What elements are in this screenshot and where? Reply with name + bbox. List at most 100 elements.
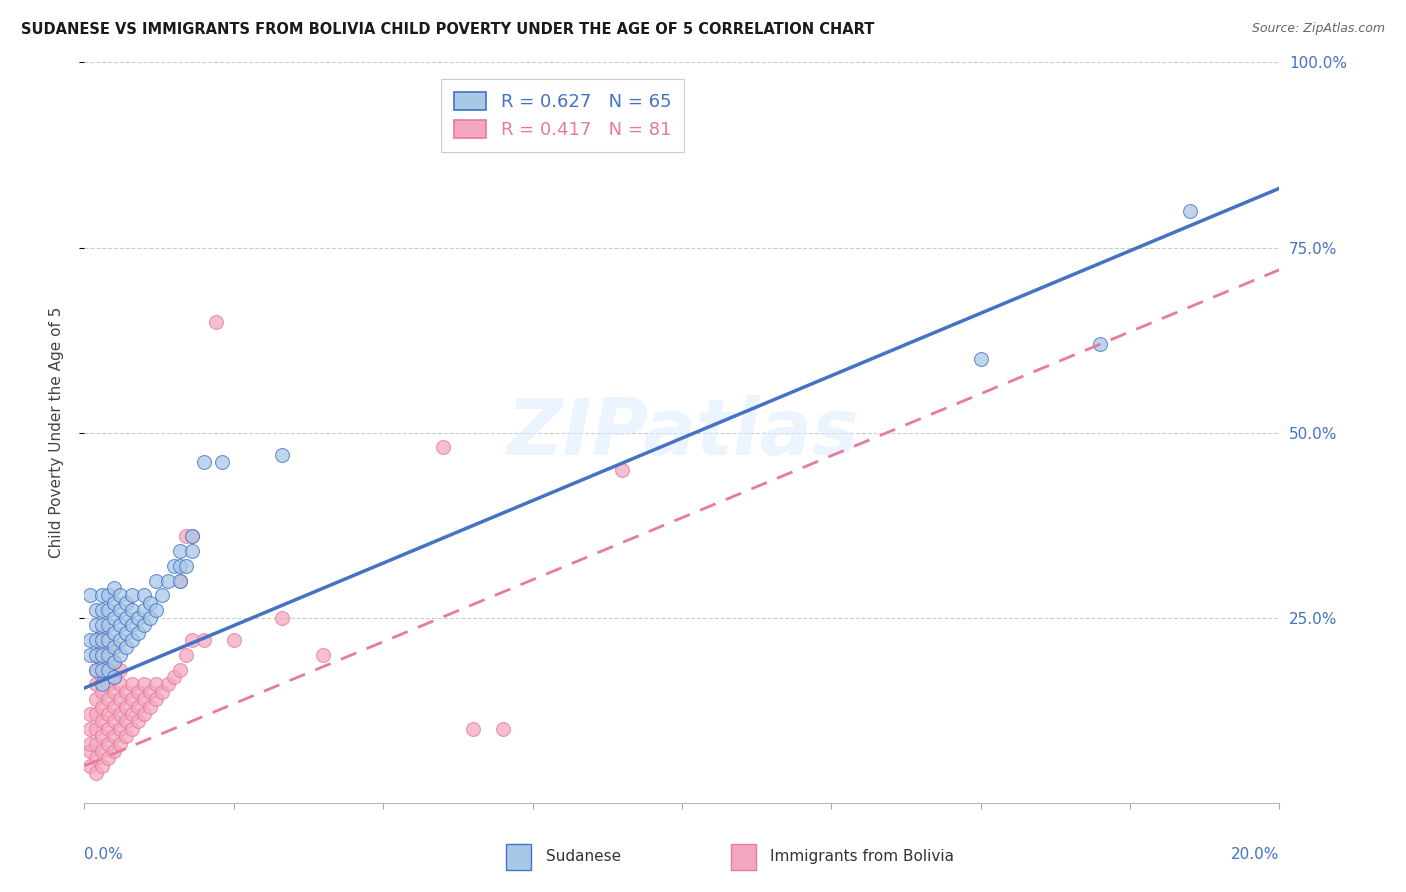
- Point: [121, 677, 143, 691]
- Point: [110, 663, 132, 677]
- Point: [169, 544, 191, 558]
- Point: [91, 603, 114, 617]
- Point: [86, 663, 108, 677]
- Point: [115, 729, 138, 743]
- Point: [157, 677, 180, 691]
- Point: [91, 589, 114, 603]
- Point: [91, 677, 114, 691]
- Point: [127, 610, 149, 624]
- Point: [86, 618, 108, 632]
- Text: Sudanese: Sudanese: [546, 849, 620, 864]
- Point: [91, 632, 114, 647]
- Point: [91, 744, 114, 758]
- Point: [121, 603, 143, 617]
- Point: [103, 699, 125, 714]
- Point: [150, 685, 173, 699]
- Point: [163, 558, 186, 573]
- Point: [103, 625, 125, 640]
- Point: [110, 737, 132, 751]
- Point: [205, 314, 228, 328]
- Point: [139, 610, 162, 624]
- Point: [115, 610, 138, 624]
- Point: [79, 706, 101, 721]
- Point: [110, 603, 132, 617]
- Point: [121, 589, 143, 603]
- Point: [110, 618, 132, 632]
- Point: [86, 722, 108, 736]
- Text: 0.0%: 0.0%: [84, 847, 124, 863]
- Point: [1090, 336, 1112, 351]
- Point: [86, 692, 108, 706]
- Point: [103, 581, 125, 595]
- Point: [174, 558, 197, 573]
- Point: [103, 714, 125, 729]
- Point: [169, 558, 191, 573]
- Point: [139, 685, 162, 699]
- Point: [145, 677, 167, 691]
- Point: [97, 722, 120, 736]
- Point: [86, 751, 108, 765]
- Point: [91, 670, 114, 684]
- Legend: R = 0.627   N = 65, R = 0.417   N = 81: R = 0.627 N = 65, R = 0.417 N = 81: [441, 78, 683, 152]
- Point: [91, 618, 114, 632]
- Point: [169, 574, 191, 588]
- Point: [86, 766, 108, 780]
- Point: [79, 758, 101, 772]
- Point: [132, 677, 156, 691]
- Text: Source: ZipAtlas.com: Source: ZipAtlas.com: [1251, 22, 1385, 36]
- Point: [110, 677, 132, 691]
- Text: SUDANESE VS IMMIGRANTS FROM BOLIVIA CHILD POVERTY UNDER THE AGE OF 5 CORRELATION: SUDANESE VS IMMIGRANTS FROM BOLIVIA CHIL…: [21, 22, 875, 37]
- Point: [132, 589, 156, 603]
- Point: [121, 692, 143, 706]
- Point: [110, 706, 132, 721]
- Point: [139, 699, 162, 714]
- Point: [86, 706, 108, 721]
- Point: [181, 632, 204, 647]
- Point: [115, 640, 138, 655]
- Point: [312, 648, 335, 662]
- Point: [211, 455, 233, 469]
- Point: [127, 714, 149, 729]
- Point: [139, 596, 162, 610]
- Point: [970, 351, 993, 366]
- Point: [174, 529, 197, 543]
- Point: [127, 625, 149, 640]
- Point: [169, 574, 191, 588]
- Point: [86, 632, 108, 647]
- Point: [132, 706, 156, 721]
- Point: [127, 699, 149, 714]
- Point: [270, 448, 292, 462]
- Point: [132, 618, 156, 632]
- Point: [97, 663, 120, 677]
- Point: [91, 699, 114, 714]
- Point: [97, 737, 120, 751]
- Point: [145, 574, 167, 588]
- Point: [91, 729, 114, 743]
- Point: [181, 529, 204, 543]
- Point: [97, 618, 120, 632]
- Point: [103, 670, 125, 684]
- Point: [97, 692, 120, 706]
- Point: [103, 655, 125, 669]
- Point: [103, 655, 125, 669]
- Point: [103, 640, 125, 655]
- Point: [79, 589, 101, 603]
- Point: [132, 603, 156, 617]
- Point: [612, 462, 634, 476]
- Point: [86, 648, 108, 662]
- Point: [115, 625, 138, 640]
- Point: [1178, 203, 1201, 218]
- Point: [110, 589, 132, 603]
- Point: [91, 640, 114, 655]
- Point: [432, 441, 454, 455]
- Point: [91, 663, 114, 677]
- Point: [132, 692, 156, 706]
- Point: [91, 714, 114, 729]
- Point: [103, 670, 125, 684]
- Point: [121, 722, 143, 736]
- Point: [97, 706, 120, 721]
- Point: [103, 596, 125, 610]
- Point: [86, 648, 108, 662]
- Text: ZIPatlas: ZIPatlas: [506, 394, 858, 471]
- Point: [461, 722, 484, 736]
